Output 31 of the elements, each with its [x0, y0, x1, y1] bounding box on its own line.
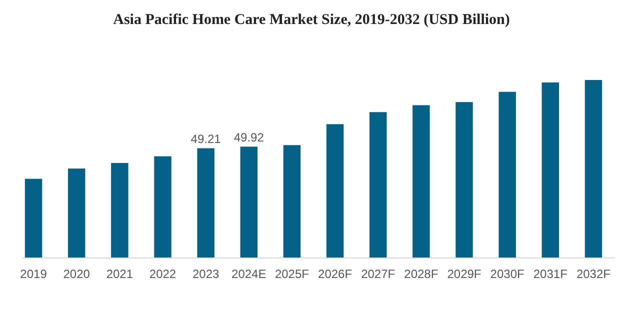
x-tick-label: 2025F — [274, 267, 309, 281]
bar — [498, 92, 516, 258]
bar — [456, 102, 473, 258]
x-tick-label: 2026F — [318, 267, 352, 281]
data-label: 49.21 — [190, 132, 222, 146]
x-tick-label: 2029F — [447, 267, 482, 281]
x-tick-label: 2027F — [361, 267, 396, 281]
bar — [412, 105, 430, 258]
x-tick-label: 2031F — [533, 267, 568, 281]
x-tick-label: 2024E — [232, 267, 266, 281]
data-label: 49.92 — [234, 130, 264, 145]
x-tick-label: 2023 — [192, 267, 220, 281]
x-tick-label: 2022 — [149, 267, 176, 281]
bar — [111, 162, 128, 258]
bar — [240, 146, 258, 258]
x-tick-label: 2020 — [63, 267, 90, 281]
bar — [24, 178, 42, 258]
chart-title: Asia Pacific Home Care Market Size, 2019-2032 (USD Billion) — [113, 12, 510, 28]
bar — [326, 124, 344, 258]
bar — [197, 148, 214, 258]
bar — [542, 82, 560, 258]
bar — [283, 145, 301, 258]
bar — [154, 156, 172, 258]
x-tick-label: 2019 — [20, 267, 48, 281]
x-tick-label: 2028F — [404, 267, 438, 281]
x-tick-label: 2021 — [106, 267, 134, 281]
bar — [584, 80, 602, 258]
bar — [68, 168, 86, 258]
x-tick-label: 2030F — [490, 267, 524, 281]
x-tick-label: 2032F — [576, 267, 610, 281]
bar — [369, 112, 387, 258]
